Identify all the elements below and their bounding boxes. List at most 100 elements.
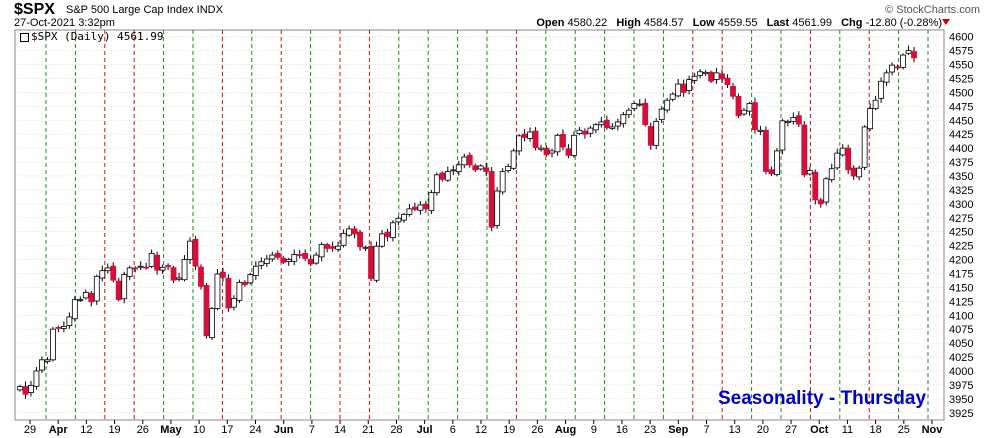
candle-body — [499, 171, 506, 193]
candle-body — [576, 129, 583, 134]
candle-body — [379, 233, 385, 247]
candle-body — [900, 54, 906, 68]
candle-body — [565, 148, 572, 156]
low-label: Low — [692, 17, 715, 29]
candle-body — [505, 166, 512, 172]
y-tick-label: 4575 — [949, 46, 973, 58]
candle-body — [609, 126, 616, 129]
candle-body — [373, 245, 380, 281]
x-tick-label: 9 — [591, 424, 597, 436]
candle-body — [527, 131, 533, 139]
x-tick-label: 11 — [842, 424, 853, 436]
candle-body — [779, 120, 786, 151]
candle-body — [686, 79, 693, 92]
candle-body — [708, 71, 714, 82]
chart-date: 27-Oct-2021 3:32pm — [14, 17, 115, 29]
legend-text: $SPX (Daily) 4561.99 — [31, 30, 164, 43]
open-value: 4580.22 — [567, 17, 608, 29]
candle-body — [702, 71, 709, 74]
x-tick-label: Nov — [922, 424, 944, 436]
candle-body — [669, 93, 676, 100]
candle-body — [625, 109, 632, 116]
candle-body — [335, 245, 342, 250]
candle-body — [894, 66, 901, 69]
candle-body — [587, 127, 594, 134]
candle-body — [850, 167, 857, 177]
candle-body — [560, 134, 566, 148]
candle-body — [483, 167, 490, 172]
candle-body — [324, 244, 331, 249]
candle-body — [757, 129, 764, 132]
y-tick-label: 4175 — [949, 268, 973, 280]
x-tick-label: Jun — [274, 424, 294, 436]
candle-body — [636, 103, 643, 106]
candle-body — [280, 257, 287, 263]
candle-body — [384, 231, 391, 238]
candle-body — [614, 121, 621, 127]
candle-body — [368, 245, 374, 279]
x-tick-label: 20 — [757, 424, 769, 436]
quote-line: Open 4580.22 High 4584.57 Low 4559.55 La… — [536, 17, 942, 29]
candle-body — [867, 108, 874, 130]
candle-body — [433, 174, 440, 194]
y-tick-label: 4200 — [949, 255, 973, 267]
last-value: 4561.99 — [792, 17, 833, 29]
candle-body — [828, 168, 835, 181]
candle-body — [790, 117, 797, 122]
candle-body — [455, 164, 462, 173]
candle-body — [285, 259, 292, 262]
y-tick-label: 4300 — [949, 199, 973, 211]
candle-body — [77, 299, 84, 302]
candle-body — [33, 370, 40, 387]
candle-body — [132, 267, 139, 270]
candle-body — [735, 95, 742, 117]
candle-body — [730, 85, 736, 97]
candle-body — [357, 231, 363, 248]
y-tick-label: 4275 — [949, 213, 973, 225]
candle-body — [154, 254, 161, 271]
candle-body — [428, 192, 435, 212]
candle-body — [88, 292, 95, 303]
candle-body — [192, 238, 199, 267]
candle-body — [763, 129, 769, 172]
candle-body — [823, 178, 830, 203]
candle-body — [258, 261, 265, 266]
candle-body — [121, 274, 128, 300]
x-tick-label: 26 — [137, 424, 149, 436]
candle-body — [165, 265, 171, 268]
candle-body — [93, 275, 100, 302]
candle-body — [220, 271, 226, 278]
candle-body — [746, 103, 753, 112]
candle-body — [236, 281, 243, 301]
chg-value: -12.80 (-0.28%) — [865, 17, 942, 29]
x-tick-label: May — [160, 424, 182, 436]
candle-body — [719, 73, 725, 80]
candle-body — [231, 298, 237, 308]
chg-label: Chg — [841, 17, 863, 29]
candle-body — [592, 124, 599, 131]
candle-body — [691, 75, 698, 81]
candle-body — [340, 232, 347, 246]
candle-body — [752, 102, 758, 131]
candle-body — [872, 99, 879, 109]
candle-body — [17, 386, 23, 391]
y-tick-label: 4150 — [949, 282, 973, 294]
plot-area — [14, 29, 945, 421]
candle-body — [444, 171, 451, 181]
y-tick-label: 4550 — [949, 60, 973, 72]
candle-body — [653, 120, 660, 146]
y-tick-label: 3950 — [949, 394, 973, 406]
candle-body — [839, 147, 846, 156]
candle-body — [209, 308, 215, 339]
candle-body — [516, 135, 523, 152]
x-tick-label: Oct — [810, 424, 829, 436]
candle-body — [784, 120, 791, 123]
candle-body — [598, 121, 605, 126]
candle-body — [263, 258, 270, 264]
y-tick-label: 4075 — [949, 324, 973, 336]
x-tick-label: 18 — [870, 424, 882, 436]
x-tick-label: 13 — [729, 424, 741, 436]
x-tick-label: 27 — [785, 424, 797, 436]
candle-body — [137, 265, 144, 268]
